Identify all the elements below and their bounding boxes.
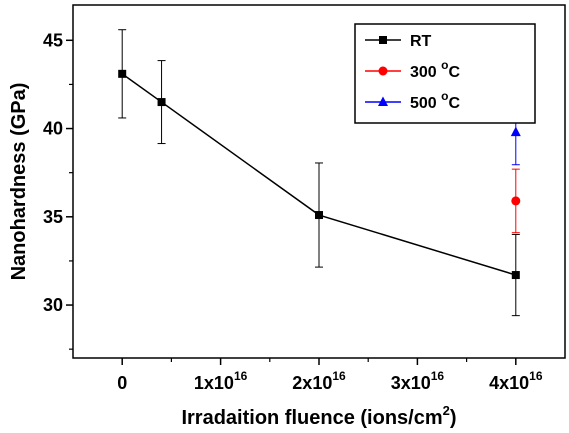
triangle-marker <box>510 126 521 137</box>
legend-label: 500 oC <box>410 89 460 112</box>
x-tick-label: 4x1016 <box>489 369 543 393</box>
square-marker <box>118 69 127 78</box>
square-marker <box>157 98 166 107</box>
y-tick-label: 45 <box>43 30 63 50</box>
triangle-marker <box>378 96 388 106</box>
series-square <box>118 29 520 317</box>
y-axis-ticks: 30 35 40 45 <box>43 30 73 350</box>
x-axis-title: Irradaition fluence (ions/cm2) <box>181 403 456 429</box>
legend: RT 300 oC 500 oC <box>354 23 536 124</box>
square-marker <box>379 36 387 44</box>
circle-marker <box>511 196 521 206</box>
y-tick-label: 40 <box>43 119 63 139</box>
legend-item: RT <box>365 33 432 50</box>
x-tick-label: 0 <box>117 373 127 393</box>
legend-label: RT <box>410 33 432 50</box>
legend-item: 500 oC <box>365 89 460 112</box>
x-tick-label: 1x1016 <box>194 369 248 393</box>
series-line <box>121 73 517 276</box>
x-axis-ticks: 0 1x1016 2x1016 3x1016 4x1016 <box>117 358 543 393</box>
square-marker <box>315 211 323 220</box>
legend-item: 300 oC <box>365 58 460 81</box>
y-tick-label: 30 <box>43 295 63 315</box>
series-circle <box>511 168 521 234</box>
square-marker <box>511 271 520 280</box>
circle-marker <box>378 66 388 76</box>
y-tick-label: 35 <box>43 207 63 227</box>
x-tick-label: 3x1016 <box>391 369 445 393</box>
y-axis-title: Nanohardness (GPa) <box>8 83 30 281</box>
legend-label: 300 oC <box>410 58 460 81</box>
x-tick-label: 2x1016 <box>292 369 346 393</box>
